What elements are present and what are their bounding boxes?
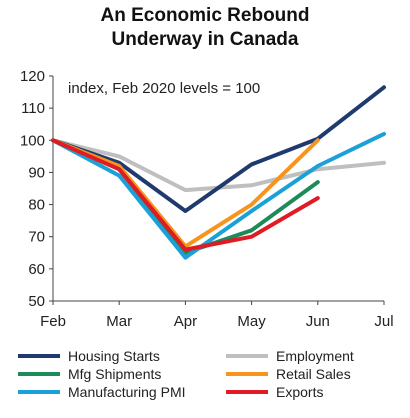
series-lines: [51, 85, 386, 260]
chart-title-line-2: Underway in Canada: [111, 29, 299, 50]
x-tick-label: Apr: [174, 313, 197, 330]
legend: Housing Starts Employment Mfg Shipments Ret…: [18, 348, 354, 400]
legend-label-mfg-shipments: Mfg Shipments: [68, 366, 161, 382]
chart-title-line-1: An Economic Rebound: [100, 5, 310, 26]
legend-label-housing-starts: Housing Starts: [68, 348, 160, 364]
x-tick-label: Jun: [306, 313, 330, 330]
axes: 50 60 70 80 90 100 110 120 Feb Mar Apr May Jun Jul: [20, 68, 394, 330]
y-tick-label: 110: [21, 100, 45, 117]
legend-label-exports: Exports: [276, 384, 323, 400]
legend-label-retail-sales: Retail Sales: [276, 366, 351, 382]
y-tick-label: 60: [28, 261, 45, 278]
index-note: index, Feb 2020 levels = 100: [68, 80, 260, 97]
chart-title: An Economic Rebound Underway in Canada: [0, 4, 410, 52]
y-tick-label: 70: [28, 229, 45, 246]
x-tick-label: Jul: [374, 313, 393, 330]
series-line-manufacturing-pmi: [51, 131, 386, 260]
x-tick-label: May: [237, 313, 266, 330]
legend-label-manufacturing-pmi: Manufacturing PMI: [68, 384, 186, 400]
legend-label-employment: Employment: [276, 348, 354, 364]
x-tick-label: Mar: [106, 313, 132, 330]
y-tick-label: 50: [28, 293, 45, 310]
series-line-exports: [51, 138, 320, 252]
x-tick-label: Feb: [40, 313, 66, 330]
y-tick-label: 100: [20, 132, 45, 149]
series-line-housing-starts: [51, 85, 386, 213]
y-tick-label: 120: [20, 68, 45, 85]
y-tick-label: 90: [28, 164, 45, 181]
y-tick-label: 80: [28, 197, 45, 214]
